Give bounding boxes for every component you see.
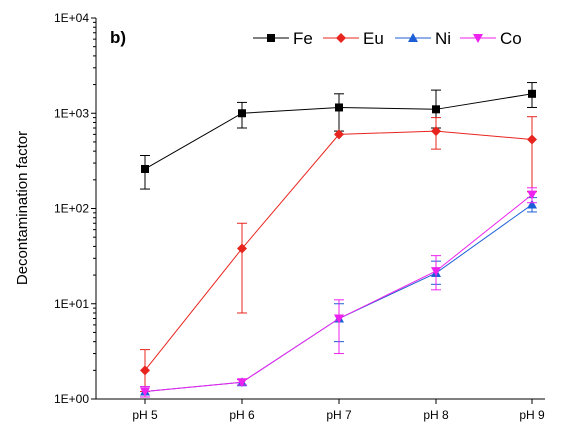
- legend-label: Ni: [435, 29, 451, 48]
- data-point-co: [334, 314, 344, 324]
- legend-marker: [473, 34, 483, 43]
- error-bar-co: [334, 299, 344, 355]
- y-ticks: 1E+00 1E+01 1E+02 1E+03 1E+04: [54, 11, 96, 406]
- data-point-fe: [141, 164, 149, 173]
- data-point-co: [237, 378, 247, 388]
- x-tick-label: pH 7: [326, 408, 352, 422]
- data-point-co: [431, 267, 441, 277]
- legend-item-fe: Fe: [253, 29, 313, 48]
- series-layer: [140, 82, 537, 398]
- panel-label: b): [110, 28, 126, 47]
- series-co: [140, 187, 537, 398]
- legend-marker: [336, 33, 346, 43]
- y-tick-label: 1E+01: [54, 297, 89, 311]
- legend-item-co: Co: [460, 29, 522, 48]
- data-point-ni: [527, 199, 537, 209]
- legend-label: Fe: [293, 29, 313, 48]
- x-tick-label: pH 6: [229, 408, 255, 422]
- legend-marker: [267, 34, 275, 42]
- data-point-fe: [528, 89, 536, 98]
- x-tick-label: pH 8: [423, 408, 449, 422]
- data-point-eu: [334, 129, 344, 140]
- legend-label: Co: [500, 29, 522, 48]
- data-point-eu: [527, 134, 537, 145]
- x-ticks: pH 5 pH 6 pH 7 pH 8 pH 9: [132, 399, 545, 422]
- data-point-co: [140, 387, 150, 397]
- error-bar-eu: [237, 222, 247, 314]
- data-point-eu: [140, 365, 150, 376]
- data-point-fe: [432, 105, 440, 114]
- legend-marker: [408, 33, 418, 42]
- y-axis-title: Decontamination factor: [14, 131, 31, 285]
- data-point-fe: [238, 109, 246, 118]
- series-fe: [140, 82, 537, 190]
- data-point-fe: [335, 103, 343, 112]
- y-tick-label: 1E+02: [54, 202, 89, 216]
- data-point-eu: [237, 243, 247, 254]
- legend-item-ni: Ni: [395, 29, 451, 48]
- y-tick-label: 1E+04: [54, 11, 89, 25]
- series-ni: [140, 197, 537, 398]
- legend-item-eu: Eu: [323, 29, 384, 48]
- error-bar-fe: [334, 93, 344, 132]
- error-bar-eu: [527, 116, 537, 193]
- y-tick-label: 1E+03: [54, 106, 89, 120]
- legend-label: Eu: [363, 29, 384, 48]
- legend: Fe Eu Ni Co: [253, 29, 522, 48]
- series-line-co: [144, 194, 533, 392]
- x-tick-label: pH 5: [132, 408, 158, 422]
- x-tick-label: pH 9: [519, 408, 545, 422]
- data-point-eu: [431, 126, 441, 137]
- y-tick-label: 1E+00: [54, 392, 89, 406]
- data-point-co: [527, 190, 537, 200]
